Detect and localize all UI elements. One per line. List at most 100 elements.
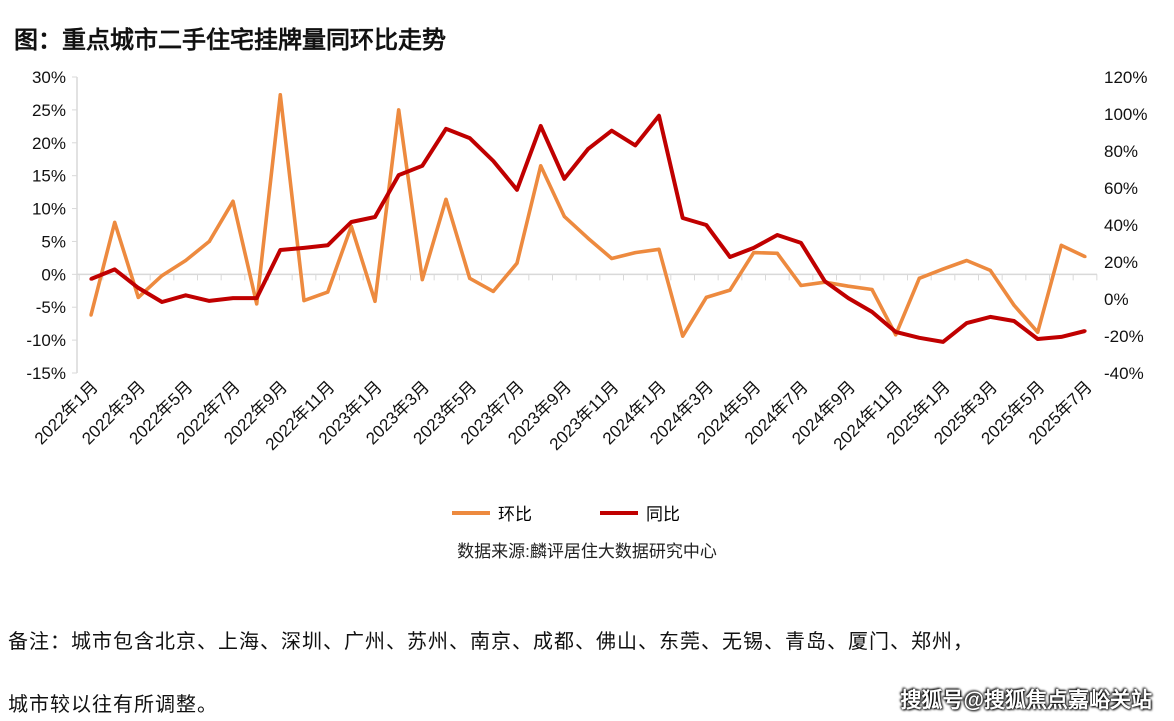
data-point-yoy	[799, 241, 803, 245]
left-axis-tick-label: 5%	[41, 232, 66, 251]
data-point-mom	[681, 334, 685, 338]
data-point-mom	[870, 287, 874, 292]
data-point-mom	[302, 299, 306, 303]
data-point-yoy	[917, 336, 921, 340]
data-point-yoy	[846, 296, 850, 300]
data-point-yoy	[1059, 335, 1063, 339]
data-point-mom	[136, 295, 140, 299]
data-point-yoy	[515, 188, 519, 192]
data-point-yoy	[468, 136, 472, 140]
data-point-mom	[988, 268, 992, 272]
data-point-mom	[1083, 254, 1087, 259]
left-axis-tick-label: 10%	[32, 200, 66, 219]
data-point-mom	[633, 251, 637, 255]
data-point-yoy	[633, 143, 637, 148]
right-axis-tick-label: 60%	[1104, 179, 1138, 198]
data-point-mom	[184, 258, 188, 263]
left-axis-tick-label: 20%	[32, 134, 66, 153]
data-point-mom	[231, 199, 235, 203]
data-point-mom	[941, 267, 945, 271]
right-axis-tick-label: 120%	[1104, 68, 1147, 87]
data-point-yoy	[539, 124, 543, 128]
data-point-mom	[491, 289, 495, 294]
right-axis-tick-label: 0%	[1104, 290, 1129, 309]
data-point-yoy	[207, 299, 211, 303]
data-point-yoy	[491, 159, 495, 163]
data-point-yoy	[610, 129, 614, 133]
right-axis-tick-label: -40%	[1104, 364, 1144, 383]
data-point-mom	[610, 256, 614, 261]
legend-swatch-yoy	[600, 510, 638, 515]
data-point-yoy	[562, 177, 566, 181]
data-point-mom	[1059, 243, 1063, 247]
data-point-mom	[515, 261, 519, 265]
right-axis-tick-label: 100%	[1104, 105, 1147, 124]
data-point-yoy	[894, 330, 898, 334]
data-point-mom	[207, 239, 211, 244]
data-point-yoy	[1083, 329, 1087, 333]
data-point-mom	[965, 258, 969, 263]
data-point-yoy	[89, 277, 93, 281]
data-point-mom	[775, 251, 779, 255]
watermark: 搜狐号@搜狐焦点嘉峪关站	[900, 689, 1152, 712]
data-point-mom	[752, 251, 756, 255]
data-point-mom	[917, 276, 921, 280]
data-point-mom	[1036, 330, 1040, 334]
legend-label-yoy: 同比	[646, 505, 680, 524]
data-point-yoy	[941, 340, 945, 344]
data-point-mom	[799, 283, 803, 288]
right-axis-tick-label: 40%	[1104, 216, 1138, 235]
left-axis-tick-label: -5%	[36, 298, 66, 317]
note-line-1: 备注：城市包含北京、上海、深圳、广州、苏州、南京、成都、佛山、东莞、无锡、青岛、…	[8, 629, 974, 653]
data-point-mom	[657, 247, 661, 251]
data-point-yoy	[184, 293, 188, 297]
data-point-mom	[373, 299, 377, 303]
data-point-yoy	[420, 164, 424, 168]
line-chart: 30% 25% 20% 15% 10% 5% 0% -5% -10% -15% 120% 100% 80…	[26, 68, 1147, 454]
data-point-yoy	[302, 246, 306, 250]
left-axis-tick-label: -10%	[26, 331, 66, 350]
right-axis-tick-label: 20%	[1104, 253, 1138, 272]
data-point-yoy	[278, 248, 282, 252]
data-point-yoy	[965, 321, 969, 325]
data-point-yoy	[988, 315, 992, 319]
legend-item-mom: 环比	[452, 500, 532, 525]
data-point-mom	[728, 288, 732, 292]
data-point-mom	[468, 276, 472, 280]
data-point-yoy	[397, 173, 401, 177]
left-axis-tick-label: 25%	[32, 101, 66, 120]
data-point-yoy	[444, 127, 448, 131]
data-point-yoy	[326, 243, 330, 247]
data-point-mom	[113, 220, 117, 224]
data-point-yoy	[870, 310, 874, 314]
data-point-yoy	[728, 255, 732, 259]
data-point-mom	[1012, 303, 1016, 307]
data-point-yoy	[1036, 337, 1040, 341]
data-point-yoy	[255, 296, 259, 300]
chart-title: 图：重点城市二手住宅挂牌量同环比走势	[14, 27, 446, 54]
left-axis-tick-label: 15%	[32, 167, 66, 186]
data-point-mom	[397, 108, 401, 112]
data-point-mom	[278, 93, 282, 97]
data-point-mom	[326, 290, 330, 294]
data-point-mom	[846, 284, 850, 288]
data-point-yoy	[657, 114, 661, 118]
data-point-yoy	[704, 223, 708, 227]
data-point-yoy	[349, 220, 353, 224]
data-point-mom	[704, 295, 708, 299]
data-source: 数据来源:麟评居住大数据研究中心	[457, 542, 717, 561]
data-point-mom	[160, 274, 164, 278]
data-point-mom	[539, 164, 543, 168]
left-axis-tick-label: 30%	[32, 68, 66, 87]
data-point-mom	[89, 313, 93, 317]
legend-label-mom: 环比	[498, 505, 532, 524]
data-point-yoy	[231, 296, 235, 300]
left-axis-tick-label: -15%	[26, 364, 66, 383]
data-point-mom	[444, 197, 448, 201]
data-point-mom	[586, 236, 590, 240]
right-axis-tick-label: -20%	[1104, 327, 1144, 346]
data-point-yoy	[681, 216, 685, 220]
data-point-yoy	[752, 246, 756, 250]
legend-swatch-mom	[452, 510, 490, 515]
data-point-yoy	[823, 279, 827, 283]
